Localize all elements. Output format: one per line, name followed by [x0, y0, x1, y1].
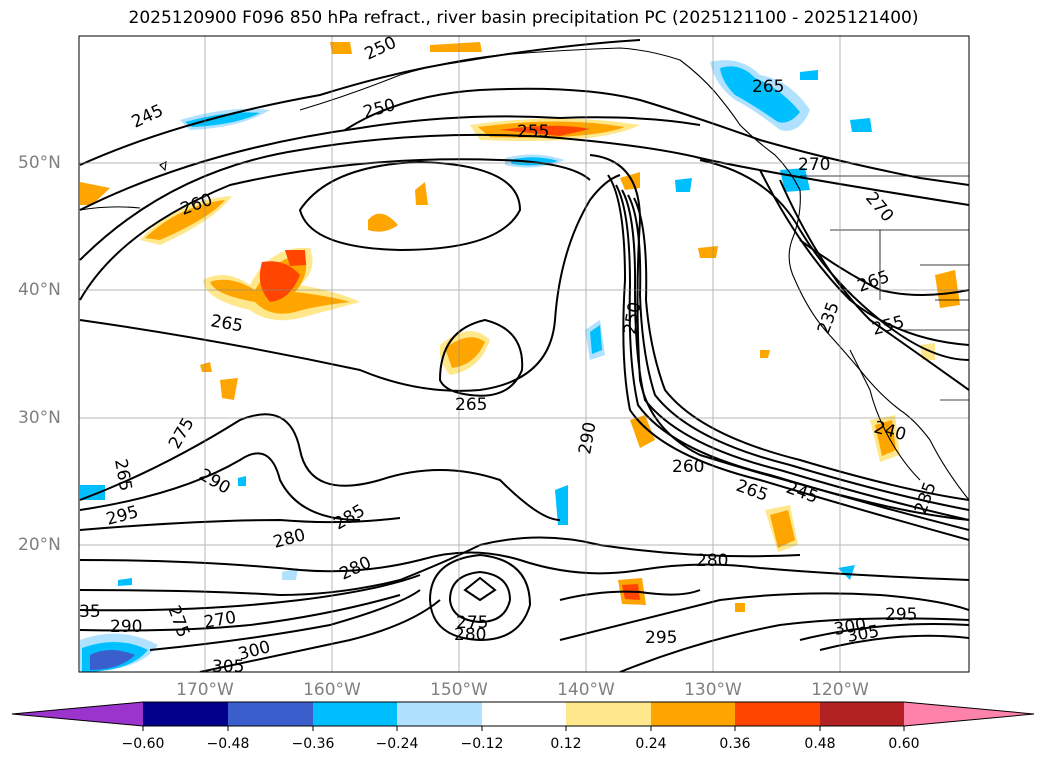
precip-shading [80, 42, 960, 672]
map-title: 2025120900 F096 850 hPa refract., river … [128, 8, 919, 28]
contour-label: 35 [79, 602, 101, 622]
colorbar-extend-min [12, 702, 143, 726]
colorbar-bin [820, 702, 904, 726]
colorbar-tick-label: −0.60 [121, 736, 165, 752]
lat-label: 50°N [18, 153, 61, 173]
contour-label: 295 [885, 605, 917, 625]
refractivity-contours [79, 39, 969, 672]
colorbar-bin [482, 702, 566, 726]
lon-label: 160°W [303, 680, 361, 700]
contour-label: 280 [454, 625, 486, 645]
lon-label: 120°W [811, 680, 869, 700]
colorbar-bin [228, 702, 313, 726]
colorbar-tick-label: −0.36 [291, 736, 335, 752]
colorbar-extend-max [904, 702, 1034, 726]
colorbar-tick-label: 0.24 [635, 736, 667, 752]
colorbar-tick-label: −0.48 [206, 736, 250, 752]
contour-label: 255 [517, 122, 549, 142]
colorbar-tick-label: −0.24 [375, 736, 419, 752]
contour-label: 260 [672, 457, 704, 477]
colorbar-bin [313, 702, 397, 726]
lon-label: 170°W [176, 680, 234, 700]
colorbar-tick-label: 0.48 [804, 736, 836, 752]
lat-label: 40°N [18, 280, 61, 300]
contour-label: 305 [212, 657, 244, 677]
colorbar-tick-label: 0.36 [719, 736, 751, 752]
colorbar [11, 701, 1035, 731]
graticule [79, 36, 969, 672]
colorbar-bin [735, 702, 820, 726]
lon-label: 140°W [557, 680, 615, 700]
contour-label: 280 [696, 551, 728, 571]
contour-label: 290 [110, 617, 142, 637]
colorbar-bin [651, 702, 735, 726]
coastlines [79, 47, 969, 501]
colorbar-bin [143, 702, 228, 726]
contour-label: 275 [456, 613, 488, 633]
lon-label: 130°W [684, 680, 742, 700]
state-borders [800, 175, 969, 401]
lon-label: 150°W [430, 680, 488, 700]
map-background [79, 36, 969, 672]
colorbar-tick-label: 0.12 [550, 736, 582, 752]
contour-label: 270 [798, 155, 830, 175]
lat-label: 20°N [18, 535, 61, 555]
colorbar-tick-label: −0.12 [460, 736, 504, 752]
contour-label: 295 [645, 628, 677, 648]
map-frame [78, 35, 970, 673]
colorbar-tick-label: 0.60 [888, 736, 920, 752]
lat-label: 30°N [18, 408, 61, 428]
contour-label: 265 [455, 395, 487, 415]
colorbar-bin [566, 702, 651, 726]
colorbar-bin [397, 702, 482, 726]
contour-label: 265 [752, 77, 784, 97]
